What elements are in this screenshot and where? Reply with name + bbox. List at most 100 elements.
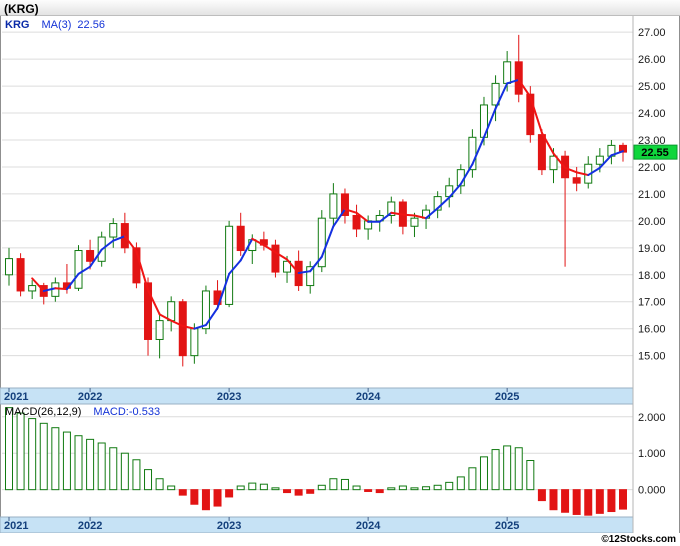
price-axis-label: 19.00 [638,243,666,255]
ma-line-segment [413,214,428,220]
price-axis-label: 15.00 [638,351,666,363]
candle-body-down [572,177,581,184]
credit-text: ©12Stocks.com [601,534,676,545]
candle-body-up [595,155,604,165]
price-axis-label: 25.00 [638,81,666,93]
ma-line-segment [471,136,485,166]
ma-line-segment [552,152,567,169]
candle-body-up [433,196,442,211]
credit-footer: ©12Stocks.com [0,533,680,546]
ma-line-segment [31,277,45,292]
macd-bar-positive [62,431,71,491]
ma-line-segment [42,287,57,292]
macd-bar-positive [97,442,106,491]
candle-body-up [28,285,37,292]
macd-bar-negative [364,489,373,492]
ma-line-segment [610,150,624,157]
year-label: 2022 [78,520,102,532]
macd-bar-positive [514,447,523,491]
macd-bar-negative [294,489,303,496]
ma-line-segment [77,265,92,275]
candle-body-up [155,320,164,340]
year-label: 2023 [217,520,241,532]
macd-bar-positive [445,481,454,491]
legend-ma-value: 22.56 [77,19,105,31]
macd-bar-positive [352,485,361,491]
candle-body-up [410,217,419,227]
candle-body-down [352,214,361,230]
macd-bar-negative [607,489,616,513]
candle-body-down [514,61,523,95]
last-price-tag [633,144,678,160]
macd-bar-positive [155,478,164,491]
macd-axis-label: 1.000 [638,448,666,460]
macd-bar-positive [271,487,280,491]
candle-body-up [190,328,199,357]
macd-legend: MACD(26,12,9) MACD:-0.533 [5,406,160,418]
macd-bar-positive [167,485,176,491]
price-axis-label: 21.00 [638,189,666,201]
macd-bar-positive [410,487,419,491]
macd-bar-positive [86,438,95,491]
macd-bar-positive [39,422,48,491]
candle-body-up [74,250,83,289]
macd-axis-label: 0.000 [638,485,666,497]
macd-bar-positive [259,483,268,491]
macd-bar-positive [526,460,535,491]
macd-bar-positive [144,469,153,491]
ma-line-segment [425,207,439,220]
symbol-title: (KRG) [4,2,39,16]
price-legend: KRG MA(3) 22.56 [5,19,105,31]
macd-bar-negative [619,489,627,510]
candle-body-up [167,301,176,322]
legend-ma-label: MA(3) [41,19,72,31]
candle-body-up [387,201,396,216]
ma-line-segment [564,166,578,174]
candle-body-up [317,217,326,268]
year-label: 2021 [4,391,28,403]
ma-line-segment [506,78,520,85]
ma-line-segment [459,163,474,186]
year-label: 2025 [495,391,519,403]
candle-body-up [491,82,500,106]
ma-line-segment [436,196,451,210]
macd-bar-negative [375,489,384,494]
year-label: 2025 [495,520,519,532]
price-axis-label: 16.00 [638,324,666,336]
ma-line-segment [181,325,196,330]
price-axis-label: 17.00 [638,297,666,309]
macd-bar-positive [236,485,245,491]
ma-line-segment [320,225,335,258]
macd-bar-positive [387,487,396,491]
ma-line-segment [297,270,312,274]
ma-line-segment [147,289,161,316]
ma-line-segment [390,211,404,216]
candle-body-down [16,258,25,292]
ma-line-segment [112,235,126,242]
macd-bar-positive [120,452,129,491]
ma-line-segment [135,250,150,292]
ma-line-segment [89,248,103,268]
candle-body-up [329,193,338,219]
legend-symbol: KRG [5,19,30,31]
candle-body-up [468,136,477,171]
macd-bar-negative [190,489,199,505]
macd-bar-positive [317,484,326,491]
ma-line-segment [343,208,358,214]
ma-line-segment [378,211,393,223]
last-price-value: 22.55 [641,147,669,159]
candle-body-down [340,193,349,216]
ma-line-segment [262,244,277,254]
macd-bar-positive [329,478,338,491]
ma-line-segment [575,171,590,177]
macd-bar-negative [595,489,604,514]
macd-bar-positive [479,456,488,491]
candle-body-up [283,260,292,273]
macd-bar-positive [109,447,118,491]
ma-line-segment [286,258,300,274]
price-axis-label: 20.00 [638,216,666,228]
ma-line-segment [170,319,184,327]
macd-bar-negative [537,489,546,502]
